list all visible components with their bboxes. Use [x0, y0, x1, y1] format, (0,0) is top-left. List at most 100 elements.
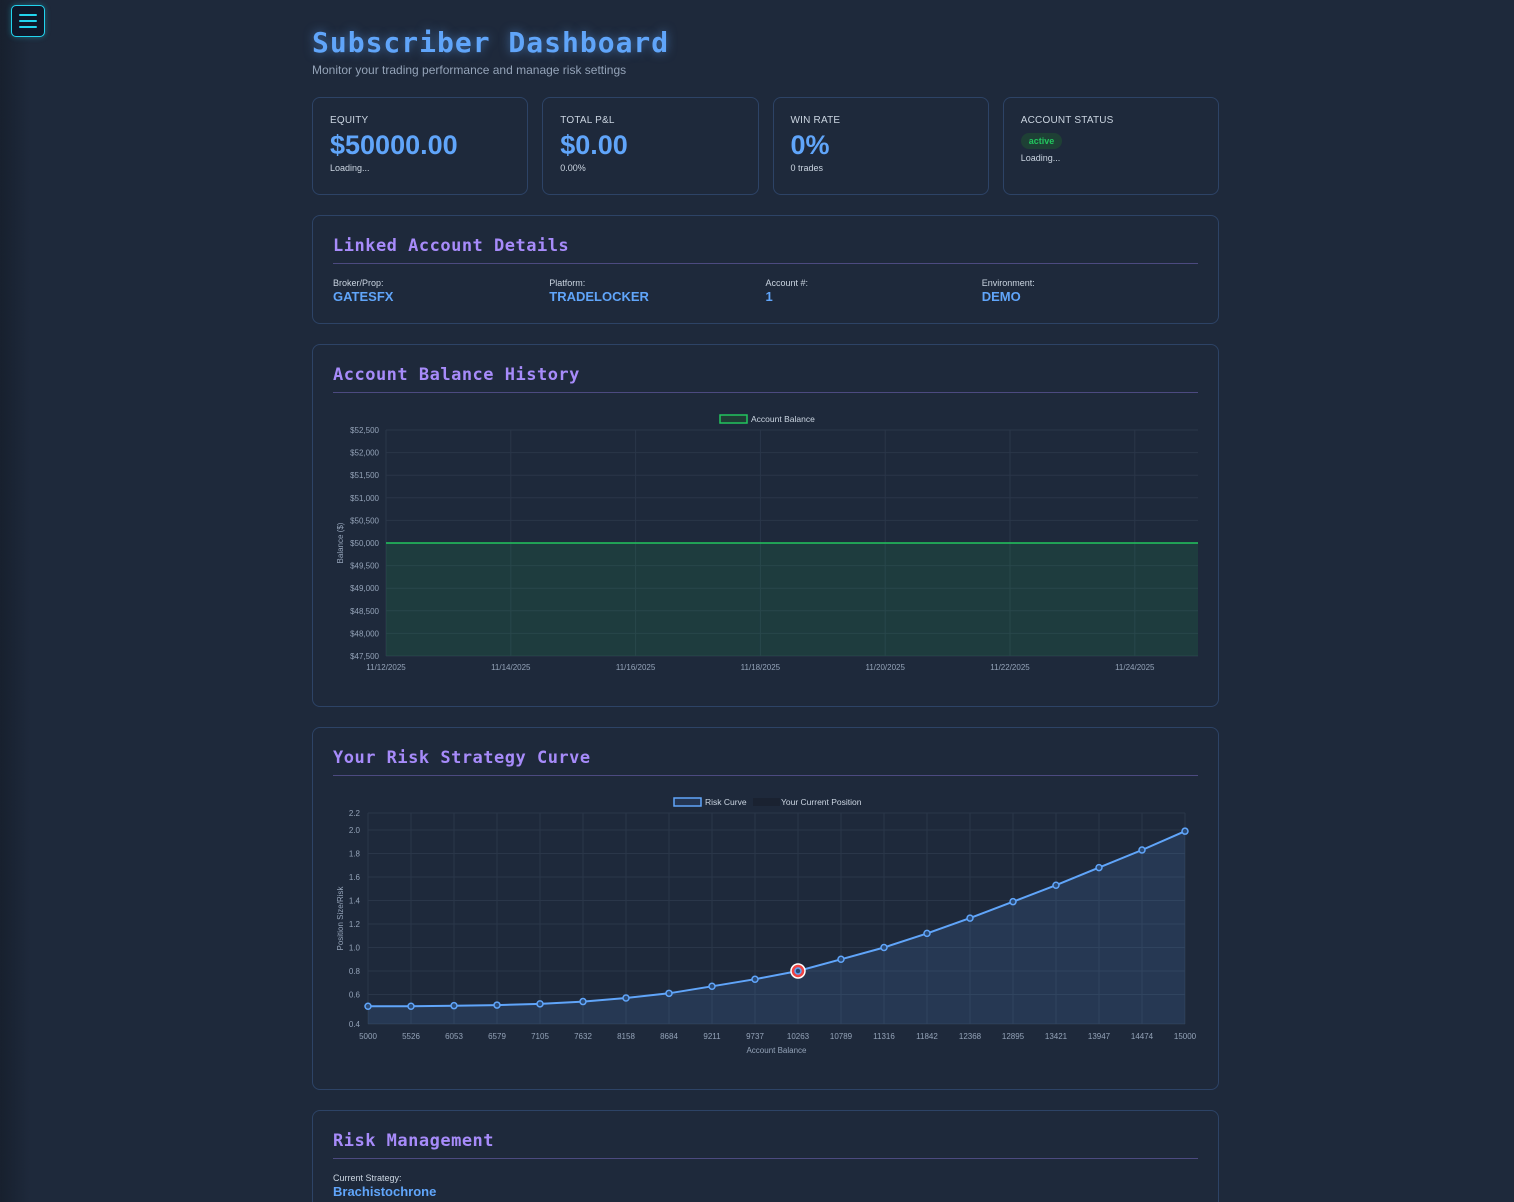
stat-card-win-rate: WIN RATE 0% 0 trades	[772, 97, 989, 195]
strategy-info: Current Strategy: Brachistochrone	[333, 1173, 1198, 1199]
detail-label: Broker/Prop:	[333, 278, 384, 288]
stat-sub: Loading...	[1020, 153, 1061, 163]
stats-row: EQUITY $50000.00 Loading... TOTAL P&L $0…	[312, 97, 1219, 195]
svg-text:11/14/2025: 11/14/2025	[491, 663, 531, 672]
svg-text:0.8: 0.8	[349, 967, 361, 976]
svg-text:$48,500: $48,500	[350, 607, 379, 616]
hamburger-icon-line	[19, 26, 37, 28]
stat-card-account-status: ACCOUNT STATUS active Loading...	[1002, 97, 1219, 195]
current-position-marker[interactable]	[790, 963, 806, 979]
svg-text:14474: 14474	[1131, 1032, 1154, 1041]
panel-title: Linked Account Details	[333, 236, 1198, 264]
stat-label: TOTAL P&L	[560, 115, 615, 126]
svg-text:$48,000: $48,000	[350, 629, 379, 638]
page-subtitle: Monitor your trading performance and man…	[312, 63, 627, 77]
svg-text:Balance ($): Balance ($)	[336, 522, 345, 563]
svg-text:Account Balance: Account Balance	[746, 1046, 807, 1055]
hamburger-icon-line	[19, 20, 37, 22]
svg-text:11/16/2025: 11/16/2025	[616, 663, 656, 672]
svg-text:13421: 13421	[1045, 1032, 1068, 1041]
svg-text:7105: 7105	[531, 1032, 549, 1041]
svg-text:12368: 12368	[959, 1032, 982, 1041]
balance-history-panel: Account Balance History Account Balance $…	[312, 344, 1219, 707]
svg-text:0.4: 0.4	[349, 1020, 361, 1029]
svg-text:1.8: 1.8	[349, 850, 361, 859]
svg-text:5526: 5526	[402, 1032, 420, 1041]
panel-title: Account Balance History	[333, 365, 1198, 393]
svg-text:12895: 12895	[1002, 1032, 1025, 1041]
detail-platform: Platform: TRADELOCKER	[549, 278, 765, 304]
detail-value: 1	[765, 289, 773, 304]
svg-text:2.0: 2.0	[349, 826, 361, 835]
stat-value: $50000.00	[330, 130, 458, 160]
svg-text:$50,500: $50,500	[350, 516, 379, 525]
page-title: Subscriber Dashboard	[312, 26, 670, 59]
menu-toggle-button[interactable]	[11, 5, 45, 37]
stat-sub: Loading...	[330, 163, 370, 173]
legend-account-balance[interactable]: Account Balance	[719, 414, 815, 424]
svg-text:11/12/2025: 11/12/2025	[366, 663, 406, 672]
svg-text:$52,500: $52,500	[350, 426, 379, 435]
stat-sub: 0.00%	[560, 163, 586, 173]
detail-environment: Environment: DEMO	[982, 278, 1198, 304]
svg-text:$51,500: $51,500	[350, 471, 379, 480]
svg-text:6579: 6579	[488, 1032, 506, 1041]
stat-card-equity: EQUITY $50000.00 Loading...	[312, 97, 529, 195]
svg-text:11/20/2025: 11/20/2025	[865, 663, 905, 672]
stat-sub: 0 trades	[790, 163, 824, 173]
svg-text:2.2: 2.2	[349, 809, 361, 818]
svg-text:7632: 7632	[574, 1032, 592, 1041]
svg-text:5000: 5000	[359, 1032, 377, 1041]
panel-title: Risk Management	[333, 1131, 1198, 1159]
svg-text:9211: 9211	[703, 1032, 721, 1041]
detail-value: TRADELOCKER	[549, 289, 649, 304]
svg-text:11316: 11316	[873, 1032, 895, 1041]
svg-text:$49,000: $49,000	[350, 584, 379, 593]
detail-value: GATESFX	[333, 289, 394, 304]
legend-current-position[interactable]: Your Current Position	[753, 797, 862, 807]
svg-text:0.6: 0.6	[349, 991, 361, 1000]
legend-risk-curve[interactable]: Risk Curve	[673, 797, 747, 807]
svg-text:11/22/2025: 11/22/2025	[990, 663, 1030, 672]
svg-text:Your Current Position: Your Current Position	[781, 797, 862, 807]
svg-text:$49,500: $49,500	[350, 562, 379, 571]
svg-text:$52,000: $52,000	[350, 449, 379, 458]
svg-text:8684: 8684	[660, 1032, 678, 1041]
panel-title: Your Risk Strategy Curve	[333, 748, 1198, 776]
svg-text:Account Balance: Account Balance	[751, 414, 815, 424]
svg-text:15000: 15000	[1174, 1032, 1197, 1041]
stat-label: EQUITY	[330, 115, 369, 126]
status-badge: active	[1020, 133, 1063, 149]
stat-value: $0.00	[560, 130, 628, 160]
svg-text:11/24/2025: 11/24/2025	[1115, 663, 1155, 672]
svg-text:Position Size/Risk: Position Size/Risk	[336, 885, 345, 950]
svg-text:$50,000: $50,000	[350, 539, 379, 548]
stat-value: 0%	[790, 130, 830, 160]
svg-text:11842: 11842	[916, 1032, 938, 1041]
svg-text:9737: 9737	[746, 1032, 764, 1041]
risk-management-panel: Risk Management Current Strategy: Brachi…	[312, 1110, 1219, 1202]
svg-text:Risk Curve: Risk Curve	[705, 797, 747, 807]
svg-text:6053: 6053	[445, 1032, 463, 1041]
detail-broker: Broker/Prop: GATESFX	[333, 278, 549, 304]
svg-text:11/18/2025: 11/18/2025	[741, 663, 781, 672]
detail-account-number: Account #: 1	[766, 278, 982, 304]
detail-label: Environment:	[981, 278, 1035, 288]
svg-text:$51,000: $51,000	[350, 494, 379, 503]
detail-label: Platform:	[549, 278, 586, 288]
svg-text:1.6: 1.6	[349, 873, 361, 882]
risk-curve-chart[interactable]: Risk Curve Your Current Position 2.2 2.0 1.8…	[333, 785, 1198, 1085]
detail-value: DEMO	[981, 289, 1021, 304]
strategy-value: Brachistochrone	[333, 1184, 437, 1199]
svg-text:1.2: 1.2	[349, 920, 361, 929]
svg-text:10789: 10789	[830, 1032, 853, 1041]
risk-curve-panel: Your Risk Strategy Curve Risk Curve Your …	[312, 727, 1219, 1090]
svg-text:1.0: 1.0	[349, 944, 361, 953]
stat-label: WIN RATE	[790, 115, 841, 126]
svg-text:8158: 8158	[617, 1032, 635, 1041]
strategy-label: Current Strategy:	[333, 1173, 402, 1183]
detail-label: Account #:	[765, 278, 809, 288]
linked-account-panel: Linked Account Details Broker/Prop: GATE…	[312, 215, 1219, 324]
balance-chart[interactable]: Account Balance $52,500 $52,000 $51,500 $51,…	[333, 402, 1198, 702]
dashboard-main: Subscriber Dashboard Monitor your tradin…	[312, 0, 1219, 1202]
